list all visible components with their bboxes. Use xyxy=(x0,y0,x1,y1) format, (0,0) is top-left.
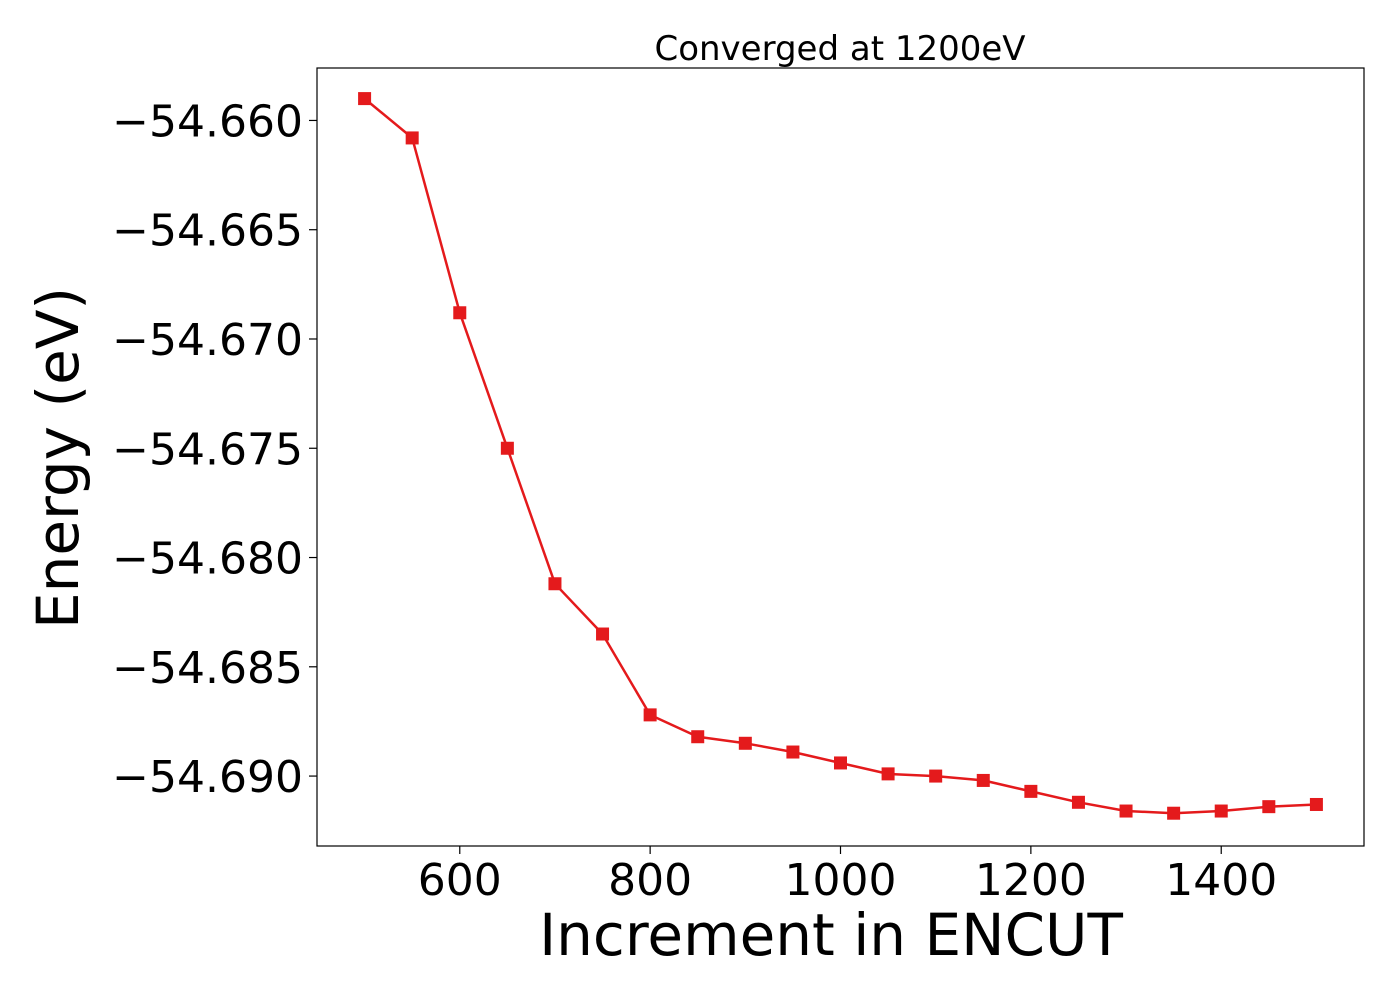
y-axis-title: Energy (eV) xyxy=(24,287,92,629)
data-point xyxy=(1024,784,1038,798)
x-tick-label: 600 xyxy=(418,855,502,906)
data-point xyxy=(500,441,514,455)
x-tick-label: 1200 xyxy=(975,855,1087,906)
data-point xyxy=(1309,797,1323,811)
data-point xyxy=(1119,804,1133,818)
data-point xyxy=(691,730,705,744)
x-axis: 600 800 1000 1200 1400 xyxy=(418,846,1277,906)
data-point xyxy=(548,577,562,591)
data-point xyxy=(881,767,895,781)
plot-frame xyxy=(316,67,1365,847)
data-point xyxy=(834,756,847,770)
y-tick-label: −54.680 xyxy=(112,534,303,585)
y-tick-label: −54.660 xyxy=(112,96,303,147)
data-point xyxy=(786,745,800,759)
data-point xyxy=(358,92,372,106)
chart-title: Converged at 1200eV xyxy=(654,29,1025,69)
x-tick-label: 1400 xyxy=(1165,855,1277,906)
y-axis: −54.660 −54.665 −54.670 −54.675 −54.680 −54.6… xyxy=(112,96,317,803)
y-tick-label: −54.675 xyxy=(112,424,303,475)
data-point xyxy=(643,708,657,722)
x-tick-label: 1000 xyxy=(785,855,897,906)
data-point xyxy=(1214,804,1228,818)
data-point xyxy=(929,769,943,783)
series-layer xyxy=(358,92,1323,820)
data-point xyxy=(738,736,752,750)
data-point xyxy=(453,306,467,320)
data-point xyxy=(1071,795,1085,809)
data-point xyxy=(405,131,419,145)
x-axis-title: Increment in ENCUT xyxy=(539,901,1123,969)
data-point xyxy=(1262,800,1276,814)
y-tick-label: −54.690 xyxy=(112,752,303,803)
series-line xyxy=(363,97,1317,815)
y-tick-label: −54.665 xyxy=(112,206,303,257)
y-tick-label: −54.685 xyxy=(112,643,303,694)
x-tick-label: 800 xyxy=(608,855,692,906)
data-point xyxy=(1167,806,1181,820)
data-point xyxy=(596,627,610,641)
y-tick-label: −54.670 xyxy=(112,315,303,366)
data-point xyxy=(976,773,990,787)
